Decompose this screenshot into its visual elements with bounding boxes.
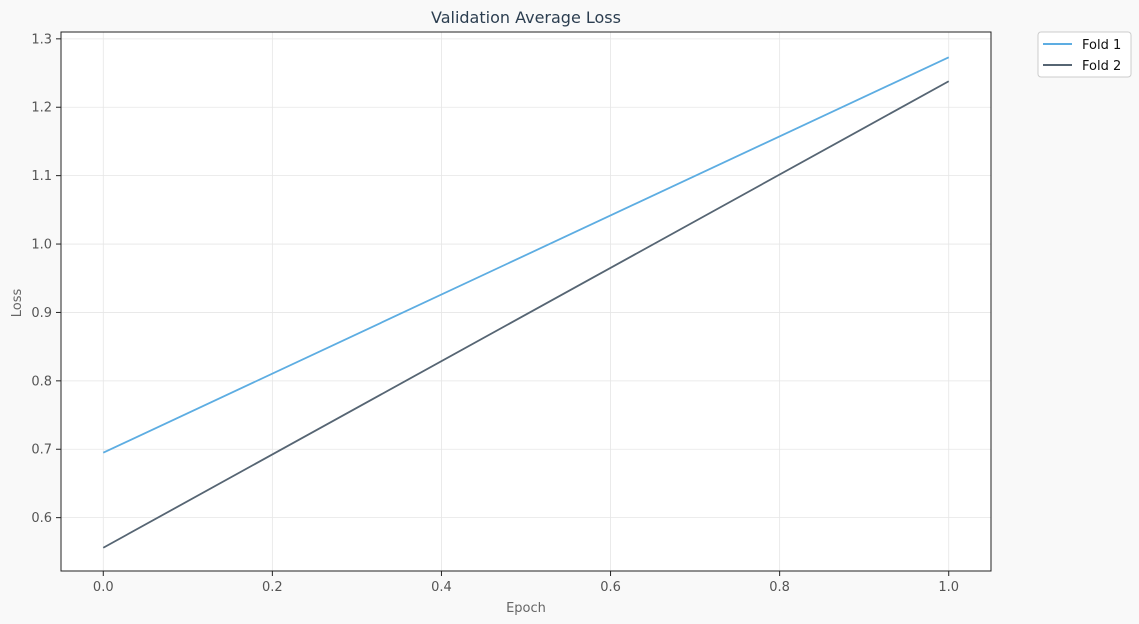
y-tick-label: 1.2 [31, 101, 52, 116]
plot-area [61, 32, 991, 571]
y-tick-label: 0.6 [31, 511, 52, 526]
y-tick-label: 0.7 [31, 443, 52, 458]
x-tick-label: 0.8 [769, 580, 790, 595]
series-line-fold-2 [102, 80, 950, 549]
legend-label-fold-1: Fold 1 [1082, 38, 1121, 53]
series-line-fold-1 [102, 56, 950, 454]
x-axis-label: Epoch [506, 601, 546, 616]
y-tick-label: 0.8 [31, 374, 52, 389]
y-axis-label: Loss [10, 289, 25, 318]
y-tick-label: 0.9 [31, 306, 52, 321]
x-tick-label: 0.6 [600, 580, 621, 595]
series-lines [102, 56, 950, 549]
chart-title: Validation Average Loss [431, 8, 621, 27]
legend: Fold 1 Fold 2 [1037, 31, 1132, 78]
y-tick-label: 1.0 [31, 238, 52, 253]
legend-label-fold-2: Fold 2 [1082, 59, 1121, 74]
grid [61, 32, 991, 571]
axis-ticks: 0.0 0.2 0.4 0.6 0.8 1.0 0.6 0.7 0.8 0.9 1.0 1.1 1.2 1… [31, 32, 959, 595]
x-tick-label: 1.0 [938, 580, 959, 595]
y-tick-label: 1.3 [31, 32, 52, 47]
y-tick-label: 1.1 [31, 169, 52, 184]
x-tick-label: 0.4 [431, 580, 452, 595]
x-tick-label: 0.2 [262, 580, 283, 595]
plot-frame [60, 31, 992, 572]
x-tick-label: 0.0 [93, 580, 114, 595]
